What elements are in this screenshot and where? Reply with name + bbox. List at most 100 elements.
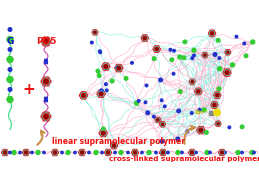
Circle shape [7, 16, 13, 22]
Circle shape [45, 42, 49, 46]
Circle shape [2, 151, 4, 154]
Circle shape [202, 54, 204, 56]
Bar [209, 111, 212, 115]
Circle shape [88, 151, 90, 154]
Circle shape [41, 80, 45, 84]
Circle shape [209, 151, 211, 154]
Circle shape [213, 32, 215, 35]
Circle shape [52, 151, 54, 154]
Circle shape [219, 123, 221, 125]
Circle shape [181, 151, 183, 154]
Circle shape [142, 38, 145, 41]
Circle shape [192, 149, 194, 152]
Circle shape [203, 55, 205, 58]
Circle shape [99, 92, 103, 95]
Circle shape [160, 151, 162, 154]
Circle shape [205, 131, 208, 134]
Circle shape [198, 88, 201, 91]
Circle shape [198, 131, 201, 134]
Circle shape [105, 89, 108, 92]
Circle shape [197, 129, 200, 132]
Circle shape [219, 151, 221, 154]
Circle shape [106, 149, 108, 152]
Circle shape [214, 102, 217, 105]
Circle shape [98, 50, 101, 53]
Circle shape [42, 37, 47, 41]
Circle shape [100, 133, 104, 137]
Circle shape [103, 129, 106, 133]
Circle shape [42, 117, 47, 121]
Circle shape [223, 71, 226, 74]
Circle shape [44, 40, 48, 43]
Circle shape [208, 32, 211, 35]
Circle shape [80, 94, 83, 97]
Circle shape [156, 50, 159, 52]
Circle shape [43, 151, 45, 154]
Circle shape [197, 90, 200, 93]
Circle shape [104, 65, 107, 68]
Circle shape [135, 149, 137, 152]
Circle shape [119, 150, 123, 154]
Circle shape [192, 82, 194, 84]
Circle shape [8, 48, 12, 51]
Circle shape [135, 101, 139, 105]
Circle shape [205, 53, 207, 55]
Circle shape [106, 65, 110, 68]
Circle shape [210, 34, 212, 36]
Circle shape [192, 79, 194, 81]
Circle shape [47, 115, 51, 119]
Circle shape [222, 151, 225, 154]
Circle shape [114, 142, 117, 145]
Circle shape [196, 92, 199, 95]
Circle shape [55, 153, 57, 156]
Circle shape [228, 71, 231, 74]
Text: G: G [6, 37, 14, 46]
Circle shape [216, 94, 219, 97]
Circle shape [84, 94, 88, 97]
Circle shape [113, 144, 116, 147]
Circle shape [97, 74, 101, 77]
Text: PD5: PD5 [36, 37, 56, 46]
Circle shape [176, 137, 180, 141]
Circle shape [191, 57, 193, 60]
Circle shape [161, 153, 163, 156]
Circle shape [144, 38, 147, 41]
Circle shape [7, 97, 13, 102]
FancyBboxPatch shape [44, 97, 48, 102]
Circle shape [23, 151, 25, 154]
Circle shape [199, 129, 203, 132]
Circle shape [97, 92, 100, 95]
Circle shape [236, 150, 240, 154]
Circle shape [217, 123, 219, 125]
Circle shape [172, 72, 175, 75]
Circle shape [159, 78, 162, 82]
Circle shape [102, 132, 105, 135]
Circle shape [24, 149, 26, 152]
Circle shape [8, 68, 12, 71]
Circle shape [105, 83, 107, 85]
Circle shape [211, 104, 214, 106]
Circle shape [218, 121, 220, 123]
Circle shape [190, 82, 193, 84]
Circle shape [173, 49, 175, 52]
Circle shape [94, 150, 98, 154]
Circle shape [91, 41, 93, 44]
Circle shape [156, 117, 158, 120]
Circle shape [82, 149, 84, 152]
Circle shape [225, 71, 229, 74]
Circle shape [243, 42, 246, 45]
Circle shape [204, 54, 206, 56]
Circle shape [183, 40, 187, 44]
Circle shape [131, 62, 133, 64]
Circle shape [100, 89, 103, 93]
Circle shape [101, 151, 103, 154]
Circle shape [205, 150, 209, 154]
Circle shape [3, 149, 5, 152]
Circle shape [157, 48, 160, 50]
Circle shape [227, 51, 229, 53]
Circle shape [27, 151, 29, 154]
Circle shape [198, 92, 201, 95]
Circle shape [227, 69, 230, 72]
Circle shape [142, 35, 145, 38]
Circle shape [192, 153, 194, 156]
